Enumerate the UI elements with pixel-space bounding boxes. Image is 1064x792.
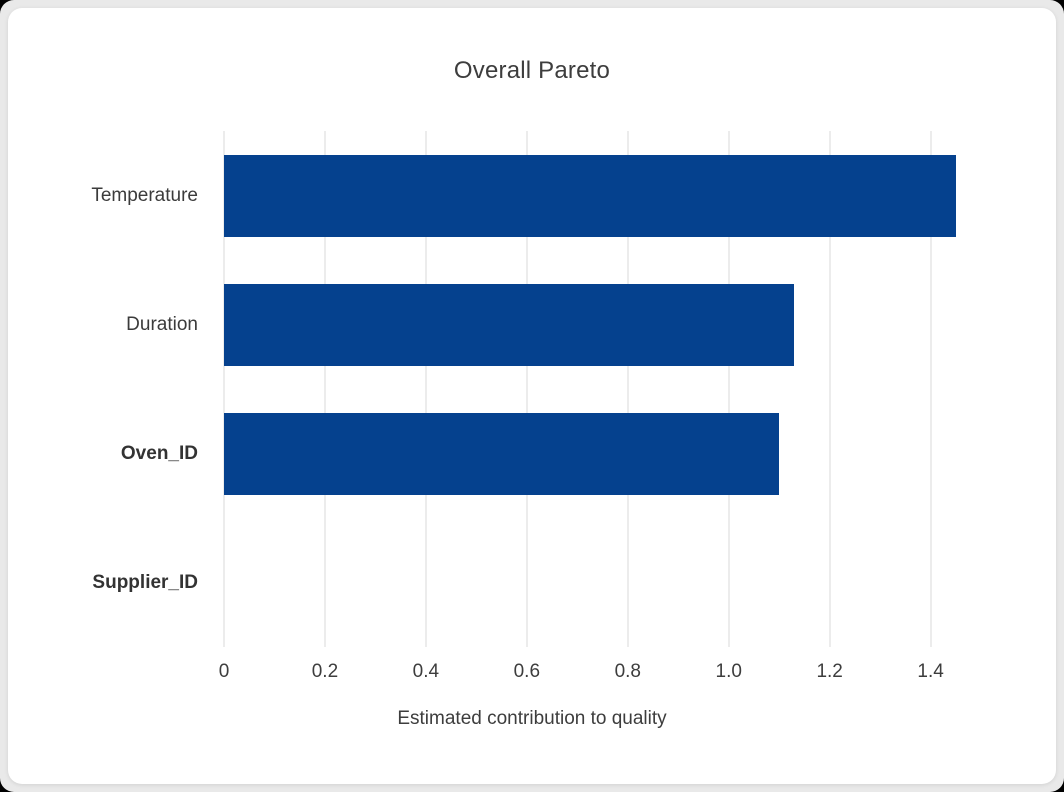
y-label-temperature: Temperature bbox=[91, 184, 198, 206]
gridline bbox=[828, 131, 831, 647]
x-tick-label: 0.2 bbox=[311, 661, 339, 682]
gridline bbox=[223, 131, 225, 647]
gridline bbox=[323, 131, 326, 647]
bar-temperature bbox=[224, 154, 956, 237]
chart-title: Overall Pareto bbox=[453, 57, 611, 84]
y-label-duration: Duration bbox=[126, 313, 198, 335]
gridline bbox=[626, 131, 629, 647]
chart-card: Overall Pareto Temperature Duration Oven_I… bbox=[8, 8, 1056, 784]
y-label-oven_id: Oven_ID bbox=[120, 442, 198, 464]
plot-area bbox=[223, 131, 1024, 647]
x-tick-label: 1.4 bbox=[917, 661, 944, 682]
x-tick-label: 0.4 bbox=[412, 661, 440, 682]
bar-duration bbox=[224, 283, 795, 366]
x-tick-label: 0 bbox=[218, 661, 230, 682]
gridline bbox=[424, 131, 427, 647]
y-label-supplier_id: Supplier_ID bbox=[92, 571, 198, 593]
y-axis-labels: Temperature Duration Oven_ID Supplier_ID bbox=[28, 131, 198, 647]
gridline bbox=[525, 131, 528, 647]
x-axis-label: Estimated contribution to quality bbox=[397, 708, 667, 729]
bar-oven_id bbox=[224, 412, 780, 495]
gridline bbox=[929, 131, 932, 647]
x-tick-label: 0.8 bbox=[614, 661, 641, 682]
x-tick-label: 1.0 bbox=[715, 661, 742, 682]
x-tick-label: 1.2 bbox=[816, 661, 843, 682]
gridline bbox=[727, 131, 730, 647]
x-tick-label: 0.6 bbox=[513, 661, 541, 682]
x-axis-ticks: 0 0.2 0.4 0.6 0.8 1.0 1.2 1.4 bbox=[219, 661, 1024, 687]
